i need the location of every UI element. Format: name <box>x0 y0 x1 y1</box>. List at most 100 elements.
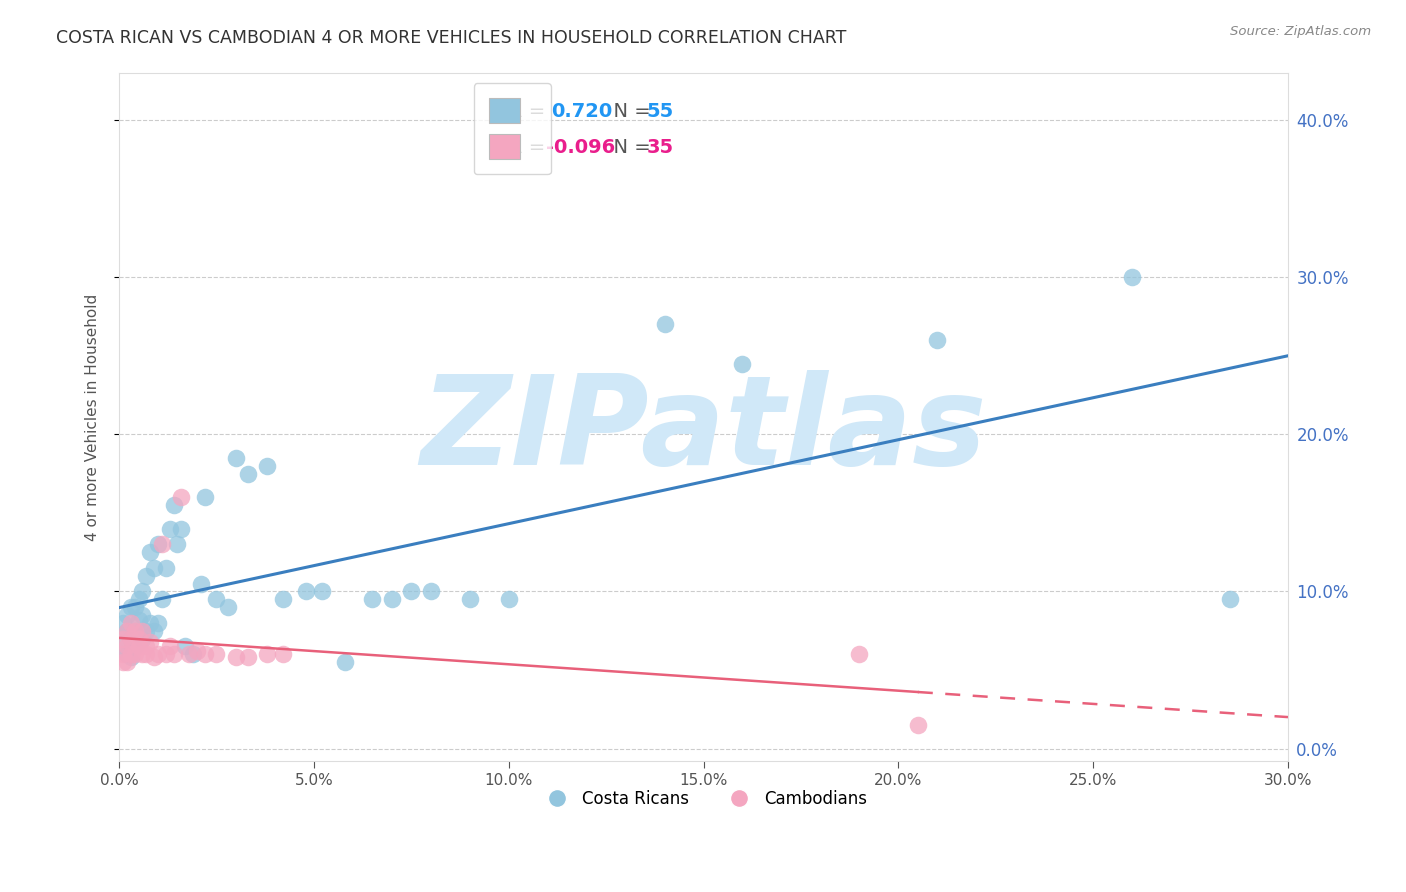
Point <box>236 467 259 481</box>
Point <box>131 647 153 661</box>
Point <box>295 584 318 599</box>
Point <box>146 615 169 630</box>
Point <box>159 640 181 654</box>
Point <box>135 568 157 582</box>
Point <box>848 647 870 661</box>
Point <box>111 632 134 646</box>
Text: COSTA RICAN VS CAMBODIAN 4 OR MORE VEHICLES IN HOUSEHOLD CORRELATION CHART: COSTA RICAN VS CAMBODIAN 4 OR MORE VEHIC… <box>56 29 846 46</box>
Point <box>120 615 142 630</box>
Point <box>111 615 134 630</box>
Point <box>162 647 184 661</box>
Point <box>179 647 201 661</box>
Point <box>131 624 153 638</box>
Point <box>731 357 754 371</box>
Point <box>225 650 247 665</box>
Point <box>128 640 150 654</box>
Point <box>135 647 157 661</box>
Point <box>128 628 150 642</box>
Text: 55: 55 <box>647 102 673 121</box>
Point <box>174 640 197 654</box>
Point <box>139 545 162 559</box>
Point <box>146 647 169 661</box>
Point <box>225 450 247 465</box>
Point <box>170 522 193 536</box>
Point <box>131 632 153 646</box>
Point <box>115 647 138 661</box>
Point <box>256 458 278 473</box>
Point <box>120 650 142 665</box>
Point <box>120 632 142 646</box>
Point <box>271 647 294 661</box>
Point <box>498 592 520 607</box>
Point <box>115 607 138 622</box>
Point <box>381 592 404 607</box>
Point <box>128 592 150 607</box>
Point <box>194 490 217 504</box>
Point <box>166 537 188 551</box>
Point <box>115 640 138 654</box>
Point <box>135 624 157 638</box>
Y-axis label: 4 or more Vehicles in Household: 4 or more Vehicles in Household <box>86 293 100 541</box>
Point <box>654 318 676 332</box>
Point <box>194 647 217 661</box>
Point <box>458 592 481 607</box>
Text: R =: R = <box>509 102 553 121</box>
Point <box>124 624 146 638</box>
Point <box>205 647 228 661</box>
Point <box>170 490 193 504</box>
Point <box>143 650 166 665</box>
Point <box>111 640 134 654</box>
Point <box>120 600 142 615</box>
Point <box>150 592 173 607</box>
Text: 35: 35 <box>647 138 673 157</box>
Point <box>159 522 181 536</box>
Point <box>131 584 153 599</box>
Point <box>124 640 146 654</box>
Point <box>155 647 177 661</box>
Point <box>111 647 134 661</box>
Point <box>419 584 441 599</box>
Point <box>135 640 157 654</box>
Point <box>205 592 228 607</box>
Point <box>150 537 173 551</box>
Text: N =: N = <box>600 102 657 121</box>
Point <box>146 537 169 551</box>
Point <box>128 613 150 627</box>
Point <box>311 584 333 599</box>
Point <box>120 647 142 661</box>
Point <box>1121 270 1143 285</box>
Text: R =: R = <box>509 138 553 157</box>
Point <box>111 655 134 669</box>
Point <box>236 650 259 665</box>
Text: 0.720: 0.720 <box>551 102 613 121</box>
Point <box>115 624 138 638</box>
Point <box>271 592 294 607</box>
Text: ZIPatlas: ZIPatlas <box>420 370 987 491</box>
Point <box>120 632 142 646</box>
Point <box>181 647 204 661</box>
Point <box>1218 592 1240 607</box>
Point <box>143 624 166 638</box>
Point <box>155 561 177 575</box>
Point <box>124 647 146 661</box>
Text: -0.096: -0.096 <box>546 138 614 157</box>
Text: Source: ZipAtlas.com: Source: ZipAtlas.com <box>1230 25 1371 38</box>
Point <box>401 584 423 599</box>
Point <box>190 576 212 591</box>
Point <box>124 624 146 638</box>
Point <box>128 632 150 646</box>
Point <box>927 333 949 347</box>
Point <box>333 655 356 669</box>
Point <box>115 655 138 669</box>
Legend: Costa Ricans, Cambodians: Costa Ricans, Cambodians <box>533 783 873 814</box>
Point <box>139 615 162 630</box>
Text: N =: N = <box>600 138 657 157</box>
Point <box>131 607 153 622</box>
Point <box>217 600 239 615</box>
Point <box>139 634 162 648</box>
Point <box>907 718 929 732</box>
Point <box>186 644 208 658</box>
Point <box>115 624 138 638</box>
Point <box>162 498 184 512</box>
Point <box>124 600 146 615</box>
